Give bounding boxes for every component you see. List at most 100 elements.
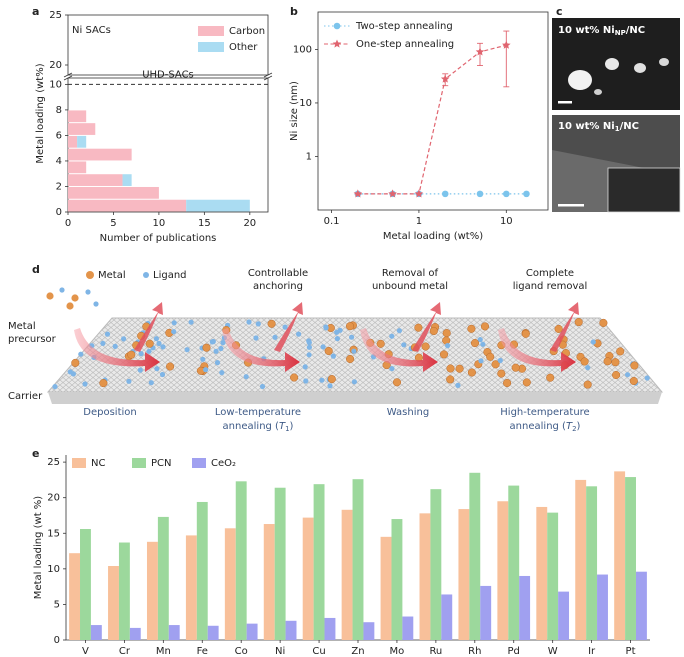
y-tick-label: 0: [56, 207, 62, 218]
bar: [246, 623, 258, 640]
decoration: [625, 372, 631, 378]
stage-label: annealing (T1): [223, 421, 294, 433]
decoration: [85, 289, 91, 295]
decoration: [70, 371, 76, 377]
bar: [441, 594, 453, 640]
decoration: [497, 357, 503, 364]
decoration: [159, 371, 166, 378]
decoration: [324, 346, 333, 356]
x-tick-label: Rh: [468, 646, 481, 657]
bar: [536, 506, 548, 640]
decoration: [66, 302, 74, 310]
panel-label: b: [290, 5, 298, 18]
y-tick-label: 25: [49, 10, 62, 21]
decoration: [78, 351, 84, 357]
decoration: [491, 360, 500, 369]
bar: [274, 487, 286, 640]
side-label: Carrier: [8, 391, 43, 402]
bar: [586, 486, 598, 640]
bar: [341, 509, 353, 640]
bar: [352, 479, 364, 640]
legend-swatch: [198, 42, 224, 52]
point: [475, 47, 485, 56]
x-tick-label: 10: [153, 218, 166, 229]
decoration: [486, 352, 495, 361]
bar: [285, 620, 297, 640]
decoration: [153, 336, 159, 342]
decoration: [478, 358, 484, 364]
decoration: [334, 329, 340, 335]
image-label: 10 wt% Ni1/NC: [558, 121, 639, 133]
error-bar: [477, 42, 484, 66]
step-label: Removal of: [382, 268, 439, 279]
decoration: [145, 339, 154, 348]
decoration: [470, 339, 480, 348]
decoration: [421, 342, 430, 351]
bar: [363, 622, 375, 640]
bar: [157, 516, 169, 640]
decoration: [100, 340, 106, 346]
decoration: [401, 342, 407, 348]
bar: [402, 616, 414, 640]
axis-break: [263, 72, 273, 81]
bar: [430, 489, 442, 640]
bar: [469, 472, 481, 640]
x-tick-label: 20: [243, 218, 256, 229]
decoration: [467, 368, 476, 377]
x-axis-label: Metal loading (wt%): [383, 231, 483, 242]
bar: [129, 627, 141, 640]
side-label: Metal: [8, 321, 36, 332]
image-label: 10 wt% NiNP/NC: [558, 25, 645, 37]
bar: [508, 485, 520, 640]
decoration: [148, 380, 154, 386]
decoration: [303, 378, 309, 384]
decoration: [306, 340, 312, 346]
decoration: [446, 364, 455, 373]
decoration: [154, 366, 160, 372]
plot-frame: [317, 11, 549, 211]
y-axis-label: Ni size (nm): [289, 81, 300, 141]
y-tick-label: 5: [54, 599, 60, 610]
decoration: [74, 328, 160, 372]
point: [414, 189, 424, 198]
legend-swatch: [192, 458, 206, 468]
decoration: [156, 340, 162, 347]
decoration: [590, 339, 596, 345]
point: [476, 190, 484, 198]
decoration: [446, 375, 455, 384]
y-tick-label: 4: [56, 156, 62, 167]
decoration: [521, 329, 530, 338]
decoration: [296, 331, 302, 337]
decoration: [616, 347, 625, 356]
decoration: [253, 335, 259, 341]
chart-title: Ni SACs: [72, 25, 111, 36]
legend-label: Other: [229, 42, 258, 53]
decoration: [93, 301, 99, 307]
decoration: [267, 319, 276, 328]
decoration: [334, 336, 340, 342]
step-label: Controllable: [248, 268, 308, 279]
decoration: [306, 352, 312, 358]
decoration: [585, 365, 591, 371]
bar: [380, 536, 392, 640]
x-tick-label: Mn: [156, 646, 171, 657]
legend-label: Ligand: [153, 270, 187, 281]
legend-label: PCN: [151, 458, 172, 469]
y-tick-label: 10: [47, 564, 60, 575]
x-tick-label: 0: [65, 218, 71, 229]
decoration: [599, 318, 608, 327]
x-tick-label: V: [82, 646, 89, 657]
x-tick-label: Zn: [351, 646, 364, 657]
bar: [80, 529, 91, 640]
legend-label: Metal: [98, 270, 126, 281]
decoration: [574, 318, 583, 327]
bar: [480, 585, 492, 640]
bar: [196, 501, 208, 640]
decoration: [219, 370, 225, 376]
y-tick-label: 10: [299, 98, 312, 109]
legend-label: NC: [91, 458, 105, 469]
legend-marker: [332, 39, 342, 48]
decoration: [480, 341, 486, 347]
decoration: [184, 347, 190, 353]
decoration: [330, 353, 336, 359]
